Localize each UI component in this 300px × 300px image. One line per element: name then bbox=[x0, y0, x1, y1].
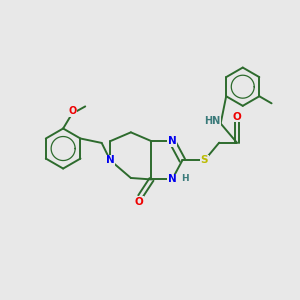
Text: O: O bbox=[232, 112, 241, 122]
Text: N: N bbox=[106, 155, 115, 165]
Text: O: O bbox=[68, 106, 77, 116]
Text: HN: HN bbox=[204, 116, 220, 126]
Text: N: N bbox=[168, 136, 176, 146]
Text: H: H bbox=[181, 174, 188, 183]
Text: O: O bbox=[134, 197, 143, 207]
Text: S: S bbox=[201, 155, 208, 165]
Text: N: N bbox=[168, 174, 176, 184]
